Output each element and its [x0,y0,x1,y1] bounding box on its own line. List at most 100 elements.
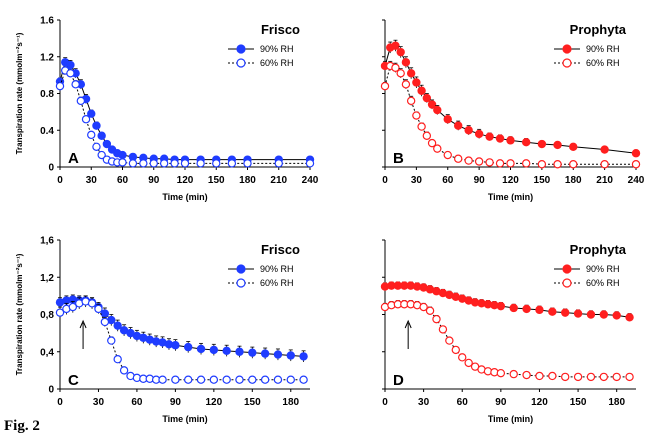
data-point [433,105,442,115]
data-point [573,309,583,318]
panel-d: 0 30 60 90 120 150 180 Time (min) Prophyta D 90% R… [330,222,661,437]
legend-label: 60% RH [260,278,294,288]
x-tick-label: 120 [206,397,223,408]
data-point [495,134,505,143]
x-tick-label: 0 [382,175,388,186]
legend-label: 90% RH [586,264,620,274]
x-tick-label: 30 [93,397,105,408]
data-point [506,136,515,145]
x-tick-label: 150 [244,397,261,408]
data-point [171,341,180,350]
data-point [586,310,596,319]
data-point [81,115,91,124]
data-point [222,375,231,384]
data-point [391,63,400,72]
x-tick-label: 60 [442,175,454,186]
x-tick-label: 90 [495,397,507,408]
y-axis-label: Transpiration rate (mmolm⁻²s⁻¹) [15,32,24,154]
data-point [535,305,544,315]
series-rh60 [380,60,641,169]
data-point [458,353,467,362]
data-point [474,157,484,166]
data-point [496,301,506,311]
x-tick-label: 0 [382,397,388,408]
data-point [425,306,435,315]
arrow-head [79,319,87,329]
y-tick-label: 0.4 [40,126,54,137]
data-point [548,371,557,381]
legend-marker [562,44,572,54]
legend-marker [236,264,246,274]
data-point [273,375,283,384]
y-tick-label: 1,6 [40,236,54,247]
data-point [427,138,437,148]
data-point [305,159,315,168]
series-rh60 [55,295,308,384]
x-tick-label: 60 [117,175,129,186]
data-point [260,375,270,384]
data-point [438,325,448,334]
x-tick-label: 90 [170,397,182,408]
data-point [509,369,518,379]
data-point [66,69,75,78]
data-point [464,126,473,135]
data-point [222,346,231,356]
data-point [521,137,531,147]
data-point [248,375,257,384]
data-point [92,142,101,151]
data-point [561,372,570,382]
data-point [94,304,103,314]
y-axis-label: Transpiration rate (mmolm⁻²s⁻¹) [15,253,24,375]
x-tick-label: 180 [239,175,256,186]
data-point [196,344,206,354]
data-point [184,375,193,384]
data-point [599,372,609,382]
x-tick-label: 180 [565,175,582,186]
data-point [139,159,148,168]
data-point [406,96,416,106]
x-tick-label: 90 [474,175,486,186]
data-point [573,372,583,382]
y-tick-label: 1,2 [40,273,54,284]
panel-title: Frisco [261,22,300,37]
y-tick-label: 0,8 [40,310,54,321]
x-tick-label: 210 [270,175,287,186]
data-point [100,309,110,318]
x-tick-label: 90 [148,175,160,186]
data-point [243,159,252,168]
arrow-head [404,319,412,329]
data-point [184,342,193,352]
data-point [454,121,463,130]
data-point [427,100,437,109]
data-point [454,154,463,163]
data-point [158,375,167,384]
data-point [118,158,127,167]
panel-b: 0 30 60 90 120 150 180 210 240 Time (min) Prophyta… [330,0,661,222]
data-point [180,159,190,168]
data-point [522,370,531,380]
data-point [87,109,96,118]
data-point [55,308,65,317]
legend-label: 90% RH [260,264,294,274]
data-point [212,159,221,168]
data-point [548,307,557,316]
data-point [612,311,621,320]
data-point [612,372,621,382]
x-tick-label: 150 [208,175,225,186]
y-tick-label: 1.6 [40,16,54,27]
data-point [55,81,65,91]
data-point [235,347,244,356]
data-point [406,69,416,78]
panel-letter: D [393,372,404,389]
data-point [102,139,112,149]
data-point [68,302,78,312]
data-point [535,371,544,381]
data-point [118,150,127,160]
panel-background [0,222,330,437]
data-point [401,58,411,67]
x-tick-label: 180 [282,397,299,408]
x-tick-label: 150 [570,397,587,408]
x-tick-label: 240 [628,175,645,186]
y-tick-label: 0 [48,163,54,174]
data-point [586,372,596,382]
